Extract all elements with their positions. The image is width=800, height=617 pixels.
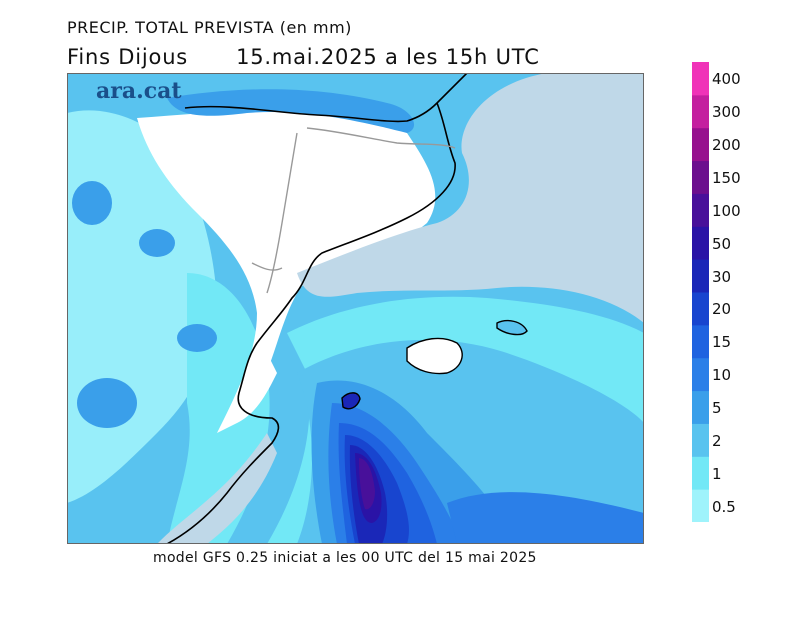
map-frame (67, 73, 644, 544)
legend-label: 15 (712, 333, 732, 352)
map-title: PRECIP. TOTAL PREVISTA (en mm) (67, 18, 352, 37)
legend-swatch (692, 62, 709, 96)
legend-label: 400 (712, 70, 741, 89)
precip-patch (167, 89, 415, 133)
legend-label: 150 (712, 169, 741, 187)
mallorca-island (406, 337, 463, 375)
precip-patch (177, 324, 217, 352)
legend-swatch (692, 423, 709, 457)
precip-patch (139, 229, 175, 257)
legend-swatch (692, 193, 709, 227)
color-legend-bar (692, 62, 709, 522)
precip-heavy-area (447, 492, 644, 544)
legend-label: 200 (712, 136, 741, 155)
model-info-footer: model GFS 0.25 iniciat a les 00 UTC del … (153, 550, 537, 566)
map-subtitle: Fins Dijous 15.mai.2025 a les 15h UTC (67, 45, 588, 69)
legend-label: 10 (712, 366, 732, 385)
legend-label: 30 (712, 267, 732, 286)
legend-label: 5 (712, 399, 722, 417)
region-border (251, 262, 283, 271)
coastline-north (184, 73, 468, 123)
legend-swatch (692, 127, 709, 162)
legend-swatch (692, 292, 709, 326)
legend-label: 0.5 (712, 497, 736, 516)
legend-swatch (692, 390, 709, 424)
precip-extreme-area (359, 458, 375, 510)
precipitation-map (67, 73, 644, 544)
dry-land-area (137, 102, 436, 433)
legend-swatch (692, 259, 709, 293)
legend-label: 20 (712, 300, 732, 319)
legend-swatch (692, 226, 709, 260)
menorca-island (496, 319, 528, 336)
legend-swatch (692, 456, 709, 490)
forecast-period: Fins Dijous (67, 45, 189, 69)
region-border (266, 132, 298, 294)
ibiza-island (341, 392, 361, 410)
legend-swatch (692, 357, 709, 392)
dry-land-area (234, 353, 277, 423)
coastline-east (166, 102, 456, 544)
legend-label: 2 (712, 431, 722, 450)
region-border (306, 127, 456, 149)
legend-swatch (692, 324, 709, 359)
ara-cat-logo: ara.cat (96, 78, 182, 104)
legend-label: 1 (712, 464, 722, 483)
dry-sea-area (297, 73, 644, 323)
valid-time: 15.mai.2025 a les 15h UTC (236, 45, 540, 69)
precip-patch (77, 378, 137, 428)
dry-sea-area (157, 433, 277, 544)
legend-swatch (692, 489, 709, 522)
legend-swatch (692, 94, 709, 129)
precip-patch (72, 181, 112, 225)
legend-label: 300 (712, 103, 741, 122)
legend-label: 50 (712, 234, 732, 253)
legend-swatch (692, 160, 709, 194)
legend-label: 100 (712, 201, 741, 220)
